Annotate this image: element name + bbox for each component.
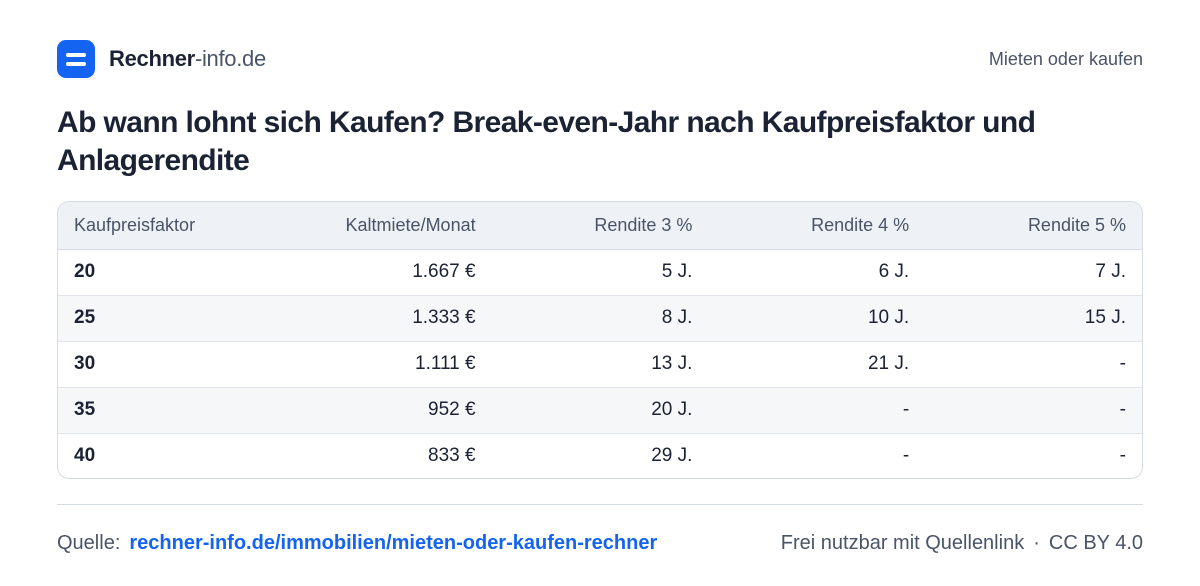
header-nav-link[interactable]: Mieten oder kaufen (988, 48, 1143, 69)
table-cell: 8 J. (491, 294, 709, 341)
table-header-row: Kaufpreisfaktor Kaltmiete/Monat Rendite … (58, 202, 1142, 250)
table-row: 30 1.111 € 13 J. 21 J. - (58, 340, 1142, 387)
brand-name-bold: Rechner (109, 46, 195, 71)
table-cell: - (925, 432, 1142, 478)
brand[interactable]: Rechner-info.de (57, 40, 266, 78)
column-header: Rendite 4 % (708, 202, 926, 250)
table-cell: 29 J. (491, 432, 709, 478)
header: Rechner-info.de Mieten oder kaufen (57, 40, 1143, 78)
column-header: Kaltmiete/Monat (274, 202, 492, 250)
table-cell: 1.667 € (412, 261, 476, 282)
license-name: CC BY 4.0 (1048, 531, 1143, 554)
table-cell: 40 (58, 432, 275, 478)
table-cell: 15 J. (925, 294, 1142, 341)
license-separator: · (1033, 531, 1040, 554)
menu-logo-icon (57, 40, 95, 78)
column-header: Rendite 3 % (491, 202, 709, 250)
source-citation: Quelle: rechner-info.de/immobilien/mieten… (57, 532, 657, 555)
brand-name-light: -info.de (194, 46, 266, 71)
table-cell: - (925, 340, 1142, 387)
column-header: Rendite 5 % (925, 202, 1142, 250)
table-cell: - (708, 386, 926, 433)
brand-name: Rechner-info.de (109, 46, 266, 72)
table-cell: 21 J. (708, 340, 926, 387)
footer: Quelle: rechner-info.de/immobilien/mieten… (57, 528, 1143, 558)
data-table-container: Kaufpreisfaktor Kaltmiete/Monat Rendite … (57, 201, 1143, 479)
table-cell: 7 J. (1095, 261, 1126, 282)
table-cell: 30 (58, 340, 275, 387)
table-cell: 20 (74, 261, 96, 282)
break-even-table: Kaufpreisfaktor Kaltmiete/Monat Rendite … (58, 202, 1142, 478)
table-row: 25 1.333 € 8 J. 10 J. 15 J. (58, 294, 1142, 341)
license-info: Frei nutzbar mit Quellenlink · CC BY 4.0 (781, 532, 1143, 555)
table-cell: - (708, 432, 926, 478)
table-cell: 13 J. (491, 340, 709, 387)
table-cell: 35 (58, 386, 275, 433)
column-header: Kaufpreisfaktor (58, 202, 275, 250)
table-cell: 5 J. (661, 261, 693, 282)
license-text: Frei nutzbar mit Quellenlink (780, 531, 1025, 554)
table-cell: - (925, 386, 1142, 433)
table-cell: 952 € (274, 386, 492, 433)
page-title: Ab wann lohnt sich Kaufen? Break-even-Ja… (57, 106, 1036, 177)
table-cell: 1.111 € (274, 340, 492, 387)
table-cell: 10 J. (708, 294, 926, 341)
table-cell: 25 (58, 294, 275, 341)
source-label: Quelle: (57, 531, 121, 554)
table-row: 35 952 € 20 J. - - (58, 386, 1142, 433)
table-cell: 833 € (274, 432, 492, 478)
table-row: 20 1.667 € 5 J. 6 J. 7 J. (58, 249, 1142, 295)
table-cell: 6 J. (878, 261, 910, 282)
source-link[interactable]: rechner-info.de/immobilien/mieten-oder-k… (129, 531, 658, 554)
table-cell: 1.333 € (274, 294, 492, 341)
table-row: 40 833 € 29 J. - - (58, 432, 1142, 478)
footer-divider (57, 504, 1143, 505)
table-cell: 20 J. (491, 386, 709, 433)
